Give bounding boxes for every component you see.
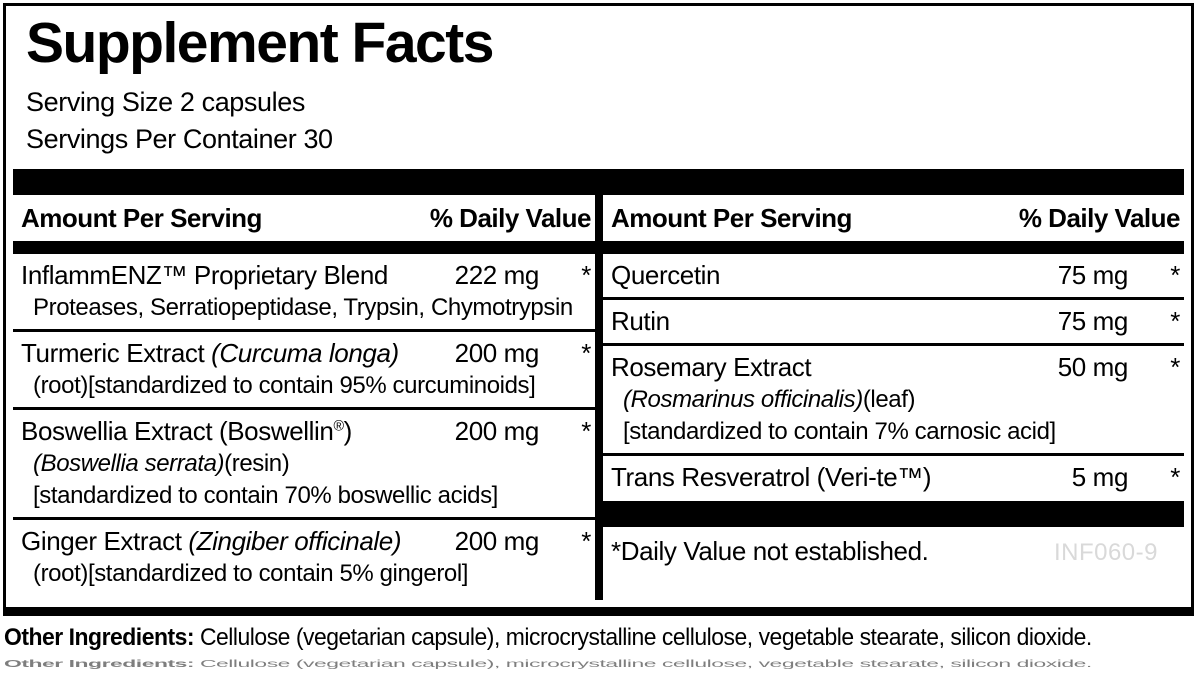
ingredient-rows-right: Quercetin 75 mg * Rutin 75 mg * Rosemary…: [603, 254, 1184, 499]
ingredient-row: Turmeric Extract (Curcuma longa) 200 mg …: [13, 332, 595, 410]
column-header-amount: Amount Per Serving: [21, 203, 262, 233]
column-divider: [595, 195, 603, 600]
row-ingredient-name: Trans Resveratrol (Veri-te™): [611, 462, 932, 492]
daily-value-footnote: *Daily Value not established.: [611, 536, 929, 566]
supplement-facts-title: Supplement Facts: [26, 11, 494, 75]
ingredient-row: Trans Resveratrol (Veri-te™) 5 mg *: [603, 456, 1184, 499]
row-subtext: [standardized to contain 7% carnosic aci…: [623, 418, 1056, 445]
row-amount: 200 mg: [454, 338, 540, 368]
other-ingredients-label: Other Ingredients:: [4, 624, 195, 651]
ingredient-row-main: Rutin 75 mg *: [611, 305, 1180, 338]
row-daily-value: *: [1170, 306, 1180, 336]
row-daily-value: *: [581, 260, 591, 290]
serving-block: Serving Size 2 capsules Servings Per Con…: [26, 84, 1171, 158]
row-amount: 222 mg: [454, 260, 540, 290]
other-ingredients-label: Other Ingredients:: [4, 658, 195, 670]
supplement-facts-panel: Supplement Facts Serving Size 2 capsules…: [3, 3, 1194, 616]
row-amount: 75 mg: [1057, 260, 1129, 290]
ingredient-row: Rosemary Extract 50 mg * (Rosmarinus off…: [603, 346, 1184, 456]
ingredient-row-main: Quercetin 75 mg *: [611, 259, 1180, 292]
row-subtext: (root)[standardized to contain 95% curcu…: [33, 372, 536, 399]
row-subtext: (Boswellia serrata)(resin): [33, 450, 290, 477]
facts-column-left: Amount Per Serving % Daily Value Inflamm…: [13, 195, 595, 600]
row-amount: 200 mg: [454, 526, 540, 556]
row-subtext: [standardized to contain 70% boswellic a…: [33, 482, 498, 509]
facts-columns: Amount Per Serving % Daily Value Inflamm…: [13, 195, 1184, 600]
ingredient-row-main: Boswellia Extract (Boswellin®) 200 mg *: [21, 415, 591, 448]
ingredient-row-main: InflammENZ™ Proprietary Blend 222 mg *: [21, 259, 591, 292]
row-daily-value: *: [1170, 352, 1180, 382]
row-ingredient-name: InflammENZ™ Proprietary Blend: [21, 260, 388, 290]
row-subtext: Proteases, Serratiopeptidase, Trypsin, C…: [33, 294, 573, 321]
other-ingredients-text: Cellulose (vegetarian capsule), microcry…: [194, 624, 1092, 651]
ingredient-row: InflammENZ™ Proprietary Blend 222 mg * P…: [13, 254, 595, 332]
row-ingredient-name: Boswellia Extract (Boswellin®): [21, 416, 352, 446]
row-ingredient-name: Turmeric Extract (Curcuma longa): [21, 338, 399, 368]
servings-per-container: Servings Per Container 30: [26, 124, 333, 154]
row-daily-value: *: [581, 416, 591, 446]
print-artifact-line: Other Ingredients: Cellulose (vegetarian…: [4, 657, 1142, 671]
row-ingredient-name: Rosemary Extract: [611, 352, 812, 382]
ingredient-row-main: Rosemary Extract 50 mg *: [611, 351, 1180, 384]
panel-head: Supplement Facts Serving Size 2 capsules…: [6, 6, 1191, 158]
ingredient-row: Quercetin 75 mg *: [603, 254, 1184, 300]
ingredient-row: Rutin 75 mg *: [603, 300, 1184, 346]
row-ingredient-name: Quercetin: [611, 260, 721, 290]
row-daily-value: *: [581, 526, 591, 556]
row-amount: 75 mg: [1057, 306, 1129, 336]
ingredient-row-main: Turmeric Extract (Curcuma longa) 200 mg …: [21, 337, 591, 370]
row-amount: 50 mg: [1057, 352, 1129, 382]
other-ingredients-text: Cellulose (vegetarian capsule), microcry…: [194, 658, 1092, 670]
column-header-daily-value: % Daily Value: [1018, 203, 1181, 233]
column-header: Amount Per Serving % Daily Value: [603, 195, 1184, 241]
other-ingredients: Other Ingredients: Cellulose (vegetarian…: [4, 621, 1142, 654]
ingredient-row-main: Ginger Extract (Zingiber officinale) 200…: [21, 525, 591, 558]
row-daily-value: *: [1170, 462, 1180, 492]
ingredient-rows-left: InflammENZ™ Proprietary Blend 222 mg * P…: [13, 254, 595, 595]
product-code: INF060-9: [1053, 539, 1158, 566]
row-amount: 200 mg: [454, 416, 540, 446]
facts-column-right: Amount Per Serving % Daily Value Quercet…: [603, 195, 1184, 600]
row-amount: 5 mg: [1071, 462, 1129, 492]
header-rule-bar: [13, 241, 595, 254]
serving-size: Serving Size 2 capsules: [26, 87, 305, 117]
footnote-row: *Daily Value not established. INF060-9: [603, 527, 1184, 567]
ingredient-row-main: Trans Resveratrol (Veri-te™) 5 mg *: [611, 461, 1180, 494]
column-header-daily-value: % Daily Value: [429, 203, 592, 233]
ingredient-row: Boswellia Extract (Boswellin®) 200 mg * …: [13, 410, 595, 520]
header-bar: [13, 169, 1184, 195]
row-subtext: (Rosmarinus officinalis)(leaf): [623, 386, 916, 413]
row-subtext: (root)[standardized to contain 5% ginger…: [33, 560, 469, 587]
row-ingredient-name: Rutin: [611, 306, 670, 336]
column-header: Amount Per Serving % Daily Value: [13, 195, 595, 241]
column-header-amount: Amount Per Serving: [611, 203, 852, 233]
header-rule-bar: [603, 241, 1184, 254]
footnote-bar: [603, 501, 1184, 527]
row-daily-value: *: [581, 338, 591, 368]
row-daily-value: *: [1170, 260, 1180, 290]
ingredient-row: Ginger Extract (Zingiber officinale) 200…: [13, 520, 595, 595]
row-ingredient-name: Ginger Extract (Zingiber officinale): [21, 526, 402, 556]
